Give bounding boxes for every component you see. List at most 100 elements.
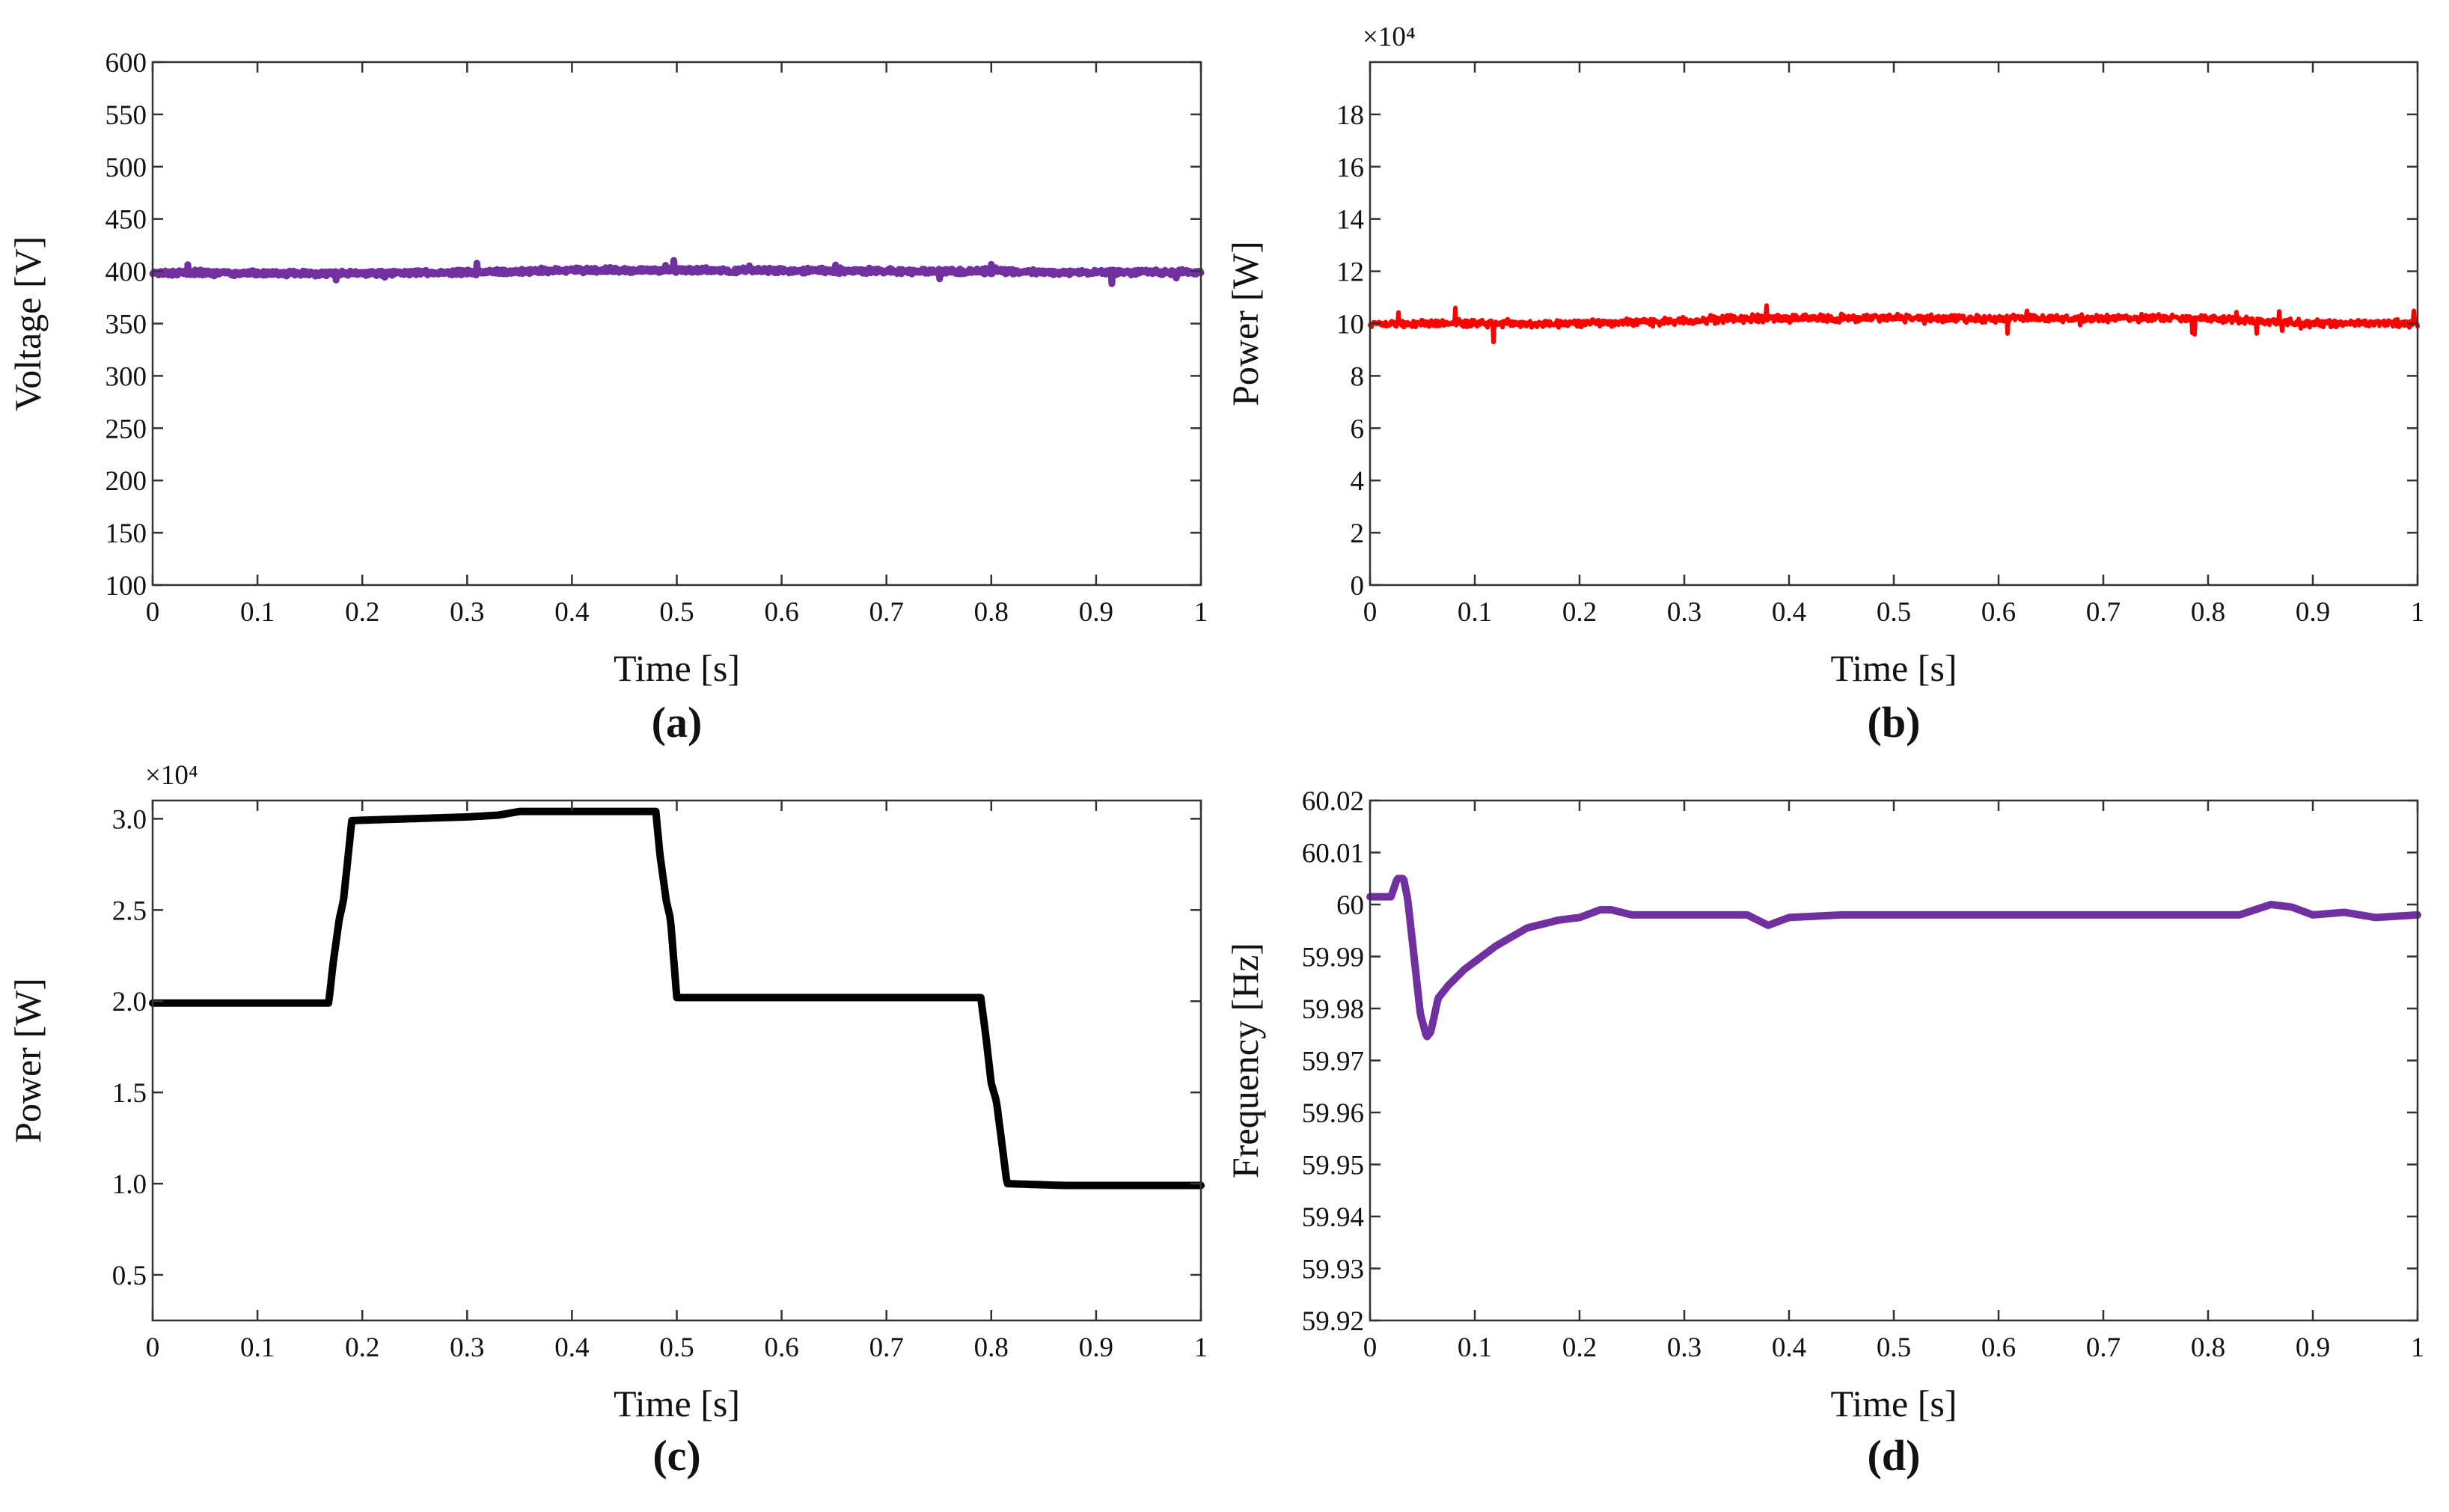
x-tick-label: 0.8 [974,597,1009,628]
x-tick-label: 0.6 [764,597,798,628]
x-tick-label: 0.8 [2191,1332,2225,1363]
x-tick-label: 0.9 [2296,597,2330,628]
x-axis-label: Time [s] [614,1383,740,1424]
panel-caption: (b) [1868,698,1921,747]
y-tick-label: 200 [106,466,147,497]
x-axis-label: Time [s] [614,647,740,689]
panel-caption: (d) [1868,1431,1921,1480]
x-axis-label: Time [s] [1830,1383,1957,1424]
y-tick-label: 59.94 [1302,1202,1364,1233]
x-tick-label: 0.7 [2086,597,2121,628]
y-tick-label: 600 [106,48,147,79]
x-tick-label: 0.1 [1458,1332,1492,1363]
x-tick-label: 0.1 [240,1332,275,1363]
series-line-b [1368,303,2420,345]
y-tick-label: 2 [1351,518,1365,549]
y-tick-label: 59.98 [1302,994,1364,1025]
y-tick-label: 60.02 [1302,786,1364,817]
y-tick-label: 150 [106,518,147,549]
series-line-d [1366,875,2421,1041]
x-tick-label: 0.3 [1667,597,1702,628]
panel-a: 0 0.1 0.2 0.3 0.4 0.5 0.6 0.7 0.8 0.9 1 100 150 200 25… [7,48,1208,747]
x-tick-label: 0 [146,597,160,628]
y-tick-label: 59.99 [1302,943,1364,973]
y-tick-label: 4 [1351,466,1365,497]
series-line-c [149,807,1205,1190]
x-tick-label: 0 [1363,597,1378,628]
y-tick-label: 2.5 [112,896,147,926]
x-tick-label: 1 [1194,1332,1208,1363]
x-tick-label: 0.5 [1877,597,1911,628]
y-tick-label: 1.5 [112,1078,147,1109]
x-tick-label: 0 [146,1332,160,1363]
x-tick-label: 0.8 [2191,597,2225,628]
x-tick-label: 0.8 [974,1332,1009,1363]
x-tick-label: 0.3 [1667,1332,1702,1363]
x-tick-label: 0.5 [659,1332,694,1363]
y-axis-label: Frequency [Hz] [1224,943,1266,1178]
x-tick-label: 0.2 [345,1332,379,1363]
x-tick-label: 0.7 [869,1332,904,1363]
x-tick-label: 0.6 [1981,597,2016,628]
panel-b: 0 0.1 0.2 0.3 0.4 0.5 0.6 0.7 0.8 0.9 102468101214… [1224,22,2424,747]
x-tick-label: 1 [2411,1332,2425,1363]
x-tick-label: 0 [1363,1332,1378,1363]
x-tick-label: 0.2 [345,597,379,628]
y-tick-label: 250 [106,414,147,444]
y-tick-label: 12 [1336,257,1364,288]
x-tick-label: 0.4 [1772,1332,1806,1363]
x-tick-label: 0.7 [2086,1332,2121,1363]
y-tick-label: 550 [106,100,147,131]
y-tick-label: 1.0 [112,1169,147,1200]
x-tick-label: 0.1 [1458,597,1492,628]
y-tick-label: 8 [1351,361,1365,392]
y-tick-label: 60 [1336,890,1364,921]
x-tick-label: 0.4 [554,597,589,628]
x-tick-label: 0.4 [554,1332,589,1363]
x-tick-label: 0.9 [1079,597,1113,628]
x-tick-label: 0.2 [1562,597,1597,628]
y-tick-label: 59.93 [1302,1255,1364,1285]
y-tick-label: 59.95 [1302,1151,1364,1181]
x-tick-label: 0.9 [2296,1332,2330,1363]
y-tick-label: 300 [106,361,147,392]
y-tick-label: 450 [106,205,147,236]
x-tick-label: 1 [1194,597,1208,628]
y-tick-label: 400 [106,257,147,288]
y-tick-label: 18 [1336,100,1364,131]
x-tick-label: 0.7 [869,597,904,628]
y-tick-label: 2.0 [112,987,147,1017]
y-tick-label: 500 [106,153,147,183]
y-tick-label: 16 [1336,153,1364,183]
y-tick-label: 350 [106,310,147,340]
axes-frame-a [151,61,1202,587]
x-tick-label: 0.1 [240,597,275,628]
panel-caption: (c) [652,1431,700,1480]
y-tick-label: 60.01 [1302,839,1364,869]
y-exponent-label: ×10⁴ [145,760,198,791]
y-exponent-label: ×10⁴ [1363,22,1416,52]
x-tick-label: 0.5 [1877,1332,1911,1363]
panel-caption: (a) [652,698,703,747]
x-tick-label: 0.2 [1562,1332,1597,1363]
x-tick-label: 1 [2411,597,2425,628]
y-tick-label: 59.96 [1302,1098,1364,1129]
axes-frame-d [1369,799,2419,1322]
y-tick-label: 14 [1336,205,1364,236]
x-tick-label: 0.3 [450,1332,484,1363]
y-tick-label: 100 [106,571,147,602]
y-axis-label: Voltage [V] [7,236,49,411]
y-tick-label: 0 [1351,571,1365,602]
axes-frame-c [151,799,1202,1322]
y-tick-label: 59.97 [1302,1047,1364,1077]
panel-c: 0 0.1 0.2 0.3 0.4 0.5 0.6 0.7 0.8 0.9 1 0.5 1.0 1.5 2.… [7,760,1208,1480]
panel-d: 0 0.1 0.2 0.3 0.4 0.5 0.6 0.7 0.8 0.9 1 59.92 59.93 5… [1224,786,2424,1480]
x-tick-label: 0.5 [659,597,694,628]
y-tick-label: 0.5 [112,1261,147,1291]
x-tick-label: 0.6 [1981,1332,2016,1363]
series-line-a [149,257,1205,287]
y-tick-label: 59.92 [1302,1306,1364,1337]
x-tick-label: 0.6 [764,1332,798,1363]
x-tick-label: 0.9 [1079,1332,1113,1363]
